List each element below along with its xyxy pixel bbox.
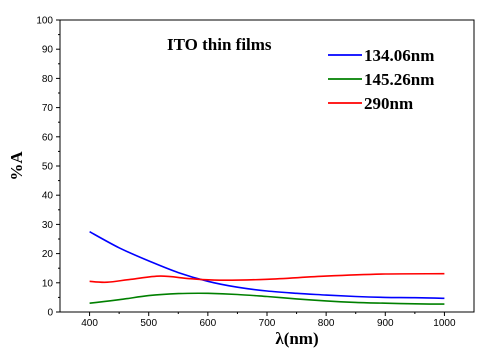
y-tick-label: 30 xyxy=(42,220,54,231)
y-axis-title: %A xyxy=(7,151,26,181)
series-line-290nm xyxy=(89,272,445,284)
y-tick-label: 0 xyxy=(47,308,53,319)
y-tick-label: 20 xyxy=(42,249,54,260)
x-axis-title: λ(nm) xyxy=(275,329,318,348)
y-tick-label: 100 xyxy=(36,16,53,27)
y-tick-label: 60 xyxy=(42,132,54,143)
y-tick-label: 90 xyxy=(42,45,54,56)
legend-entry: 134.06nm xyxy=(364,46,434,65)
legend-entry: 290nm xyxy=(364,94,413,113)
y-tick-label: 70 xyxy=(42,103,54,114)
legend-entry: 145.26nm xyxy=(364,70,434,89)
x-tick-label: 700 xyxy=(259,318,276,329)
series-group xyxy=(89,230,445,305)
series-line-134.06nm xyxy=(89,230,445,300)
legend: 134.06nm 145.26nm 290nm xyxy=(328,46,434,113)
x-tick-label: 400 xyxy=(81,318,98,329)
x-tick-label: 600 xyxy=(200,318,217,329)
x-tick-label: 1000 xyxy=(433,318,456,329)
x-tick-label: 800 xyxy=(318,318,335,329)
y-tick-label: 50 xyxy=(42,162,54,173)
series-line-145.26nm xyxy=(89,292,445,305)
y-tick-label: 40 xyxy=(42,191,54,202)
chart-title: ITO thin films xyxy=(167,35,272,54)
x-tick-label: 500 xyxy=(140,318,157,329)
y-tick-label: 80 xyxy=(42,74,54,85)
x-tick-label: 900 xyxy=(377,318,394,329)
y-axis: 0 10 20 30 40 50 60 70 80 90 100 xyxy=(36,16,60,319)
y-tick-label: 10 xyxy=(42,278,54,289)
x-axis: 400 500 600 700 800 900 1000 xyxy=(81,312,456,329)
